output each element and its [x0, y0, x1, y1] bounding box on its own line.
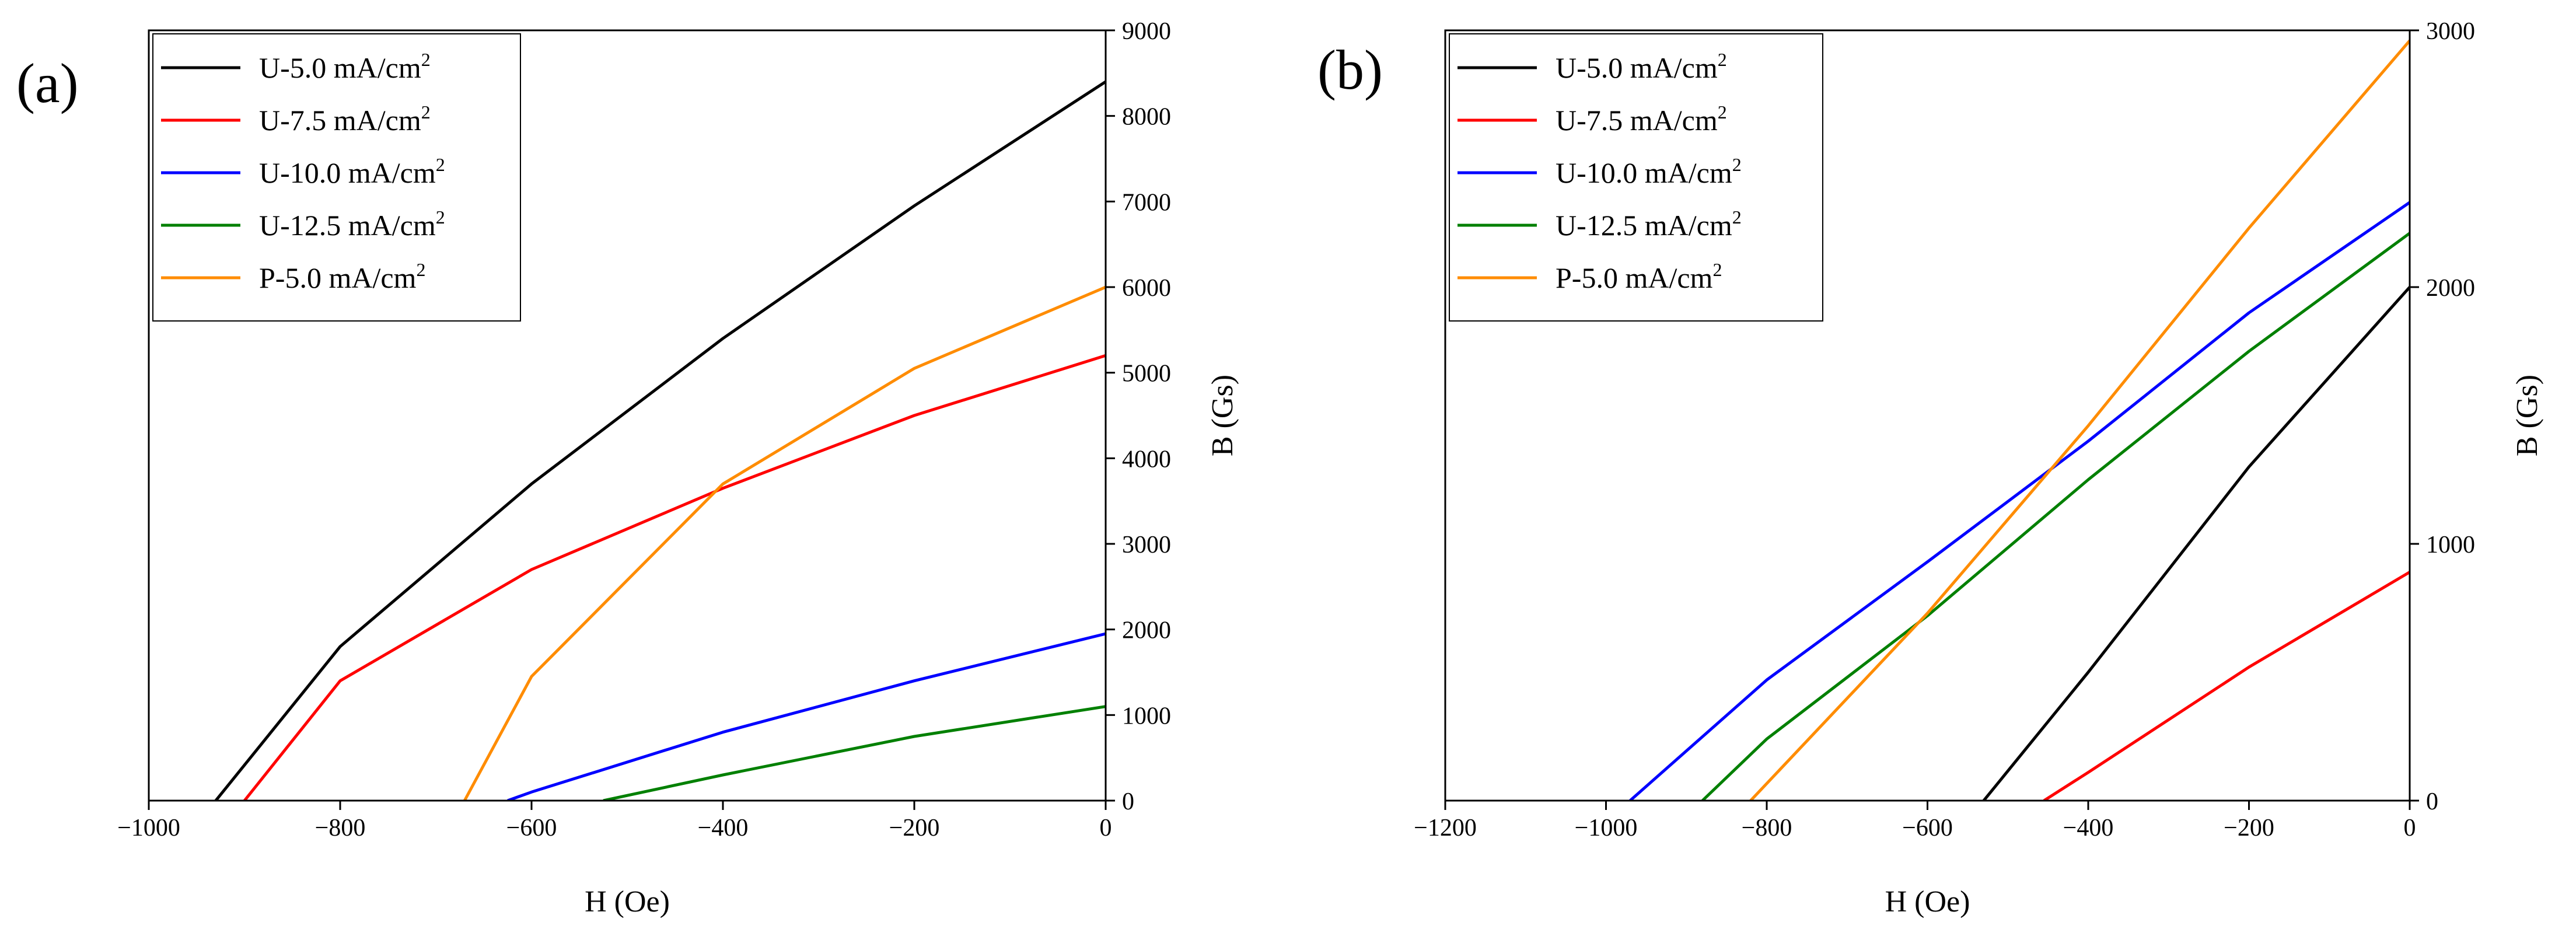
y-tick-label: 0	[1122, 788, 1134, 815]
series-line-5	[1749, 39, 2410, 801]
legend-label: U-10.0 mA/cm2	[259, 154, 445, 189]
legend-box	[1449, 33, 1823, 322]
legend: U-5.0 mA/cm2 U-7.5 mA/cm2 U-10.0 mA/cm2 U-1…	[1449, 33, 1823, 322]
legend-label: U-5.0 mA/cm2	[1556, 49, 1727, 84]
legend-label: P-5.0 mA/cm2	[259, 259, 425, 294]
chart-panel-b: −1200 −1000 −800 −600 −400 −200 00 1000 2000 3000…	[1317, 18, 2544, 918]
series-line-2	[2043, 571, 2410, 801]
series-line-1	[214, 80, 1106, 801]
panel-label: (b)	[1317, 39, 1383, 101]
series-line-5	[463, 285, 1106, 801]
legend-box	[152, 33, 521, 322]
panel-label: (a)	[16, 52, 79, 114]
x-tick-label: −1000	[117, 815, 180, 841]
x-axis-label: H (Oe)	[1885, 885, 1970, 918]
legend-label: U-10.0 mA/cm2	[1556, 154, 1742, 189]
legend: U-5.0 mA/cm2 U-7.5 mA/cm2 U-10.0 mA/cm2 U-1…	[152, 33, 521, 322]
legend-label: U-5.0 mA/cm2	[259, 49, 431, 84]
y-tick-label: 8000	[1122, 104, 1171, 131]
y-tick-label: 9000	[1122, 18, 1171, 45]
x-tick-label: 0	[1100, 815, 1112, 841]
y-tick-label: 7000	[1122, 189, 1171, 216]
x-tick-label: −600	[1902, 815, 1953, 841]
x-axis-label: H (Oe)	[585, 885, 670, 918]
x-tick-label: 0	[2404, 815, 2416, 841]
series-line-4	[1701, 232, 2410, 801]
legend-label: U-12.5 mA/cm2	[1556, 207, 1742, 242]
y-tick-label: 2000	[1122, 617, 1171, 644]
legend-label: P-5.0 mA/cm2	[1556, 259, 1722, 294]
y-tick-label: 5000	[1122, 361, 1171, 387]
x-tick-label: −400	[2063, 815, 2114, 841]
x-tick-label: −800	[1742, 815, 1792, 841]
y-tick-label: 4000	[1122, 446, 1171, 473]
chart-panel-a: −1000 −800 −600 −400 −200 00 1000 2000 3000 4000 5…	[16, 18, 1239, 918]
y-axis-label: B (Gs)	[2511, 375, 2544, 456]
x-tick-label: −200	[889, 815, 940, 841]
series-line-1	[1982, 286, 2410, 801]
series-lines	[214, 80, 1106, 801]
y-tick-label: 3000	[1122, 532, 1171, 558]
y-tick-label: 0	[2426, 788, 2438, 815]
series-lines	[1629, 39, 2410, 801]
x-tick-label: −200	[2224, 815, 2274, 841]
x-tick-label: −1000	[1575, 815, 1638, 841]
y-axis-label: B (Gs)	[1206, 375, 1239, 456]
y-tick-label: 3000	[2426, 18, 2475, 45]
series-line-4	[603, 705, 1106, 801]
series-line-3	[1629, 201, 2410, 801]
x-tick-label: −800	[315, 815, 366, 841]
y-tick-label: 6000	[1122, 275, 1171, 302]
series-line-2	[243, 354, 1106, 801]
series-line-3	[507, 632, 1106, 801]
legend-label: U-12.5 mA/cm2	[259, 207, 445, 242]
x-tick-label: −1200	[1414, 815, 1477, 841]
legend-label: U-7.5 mA/cm2	[259, 102, 431, 137]
x-tick-label: −400	[698, 815, 749, 841]
legend-label: U-7.5 mA/cm2	[1556, 102, 1727, 137]
x-tick-label: −600	[506, 815, 557, 841]
y-tick-label: 1000	[1122, 703, 1171, 729]
y-tick-label: 1000	[2426, 532, 2475, 558]
plot-frame	[148, 29, 1107, 802]
y-tick-label: 2000	[2426, 275, 2475, 302]
